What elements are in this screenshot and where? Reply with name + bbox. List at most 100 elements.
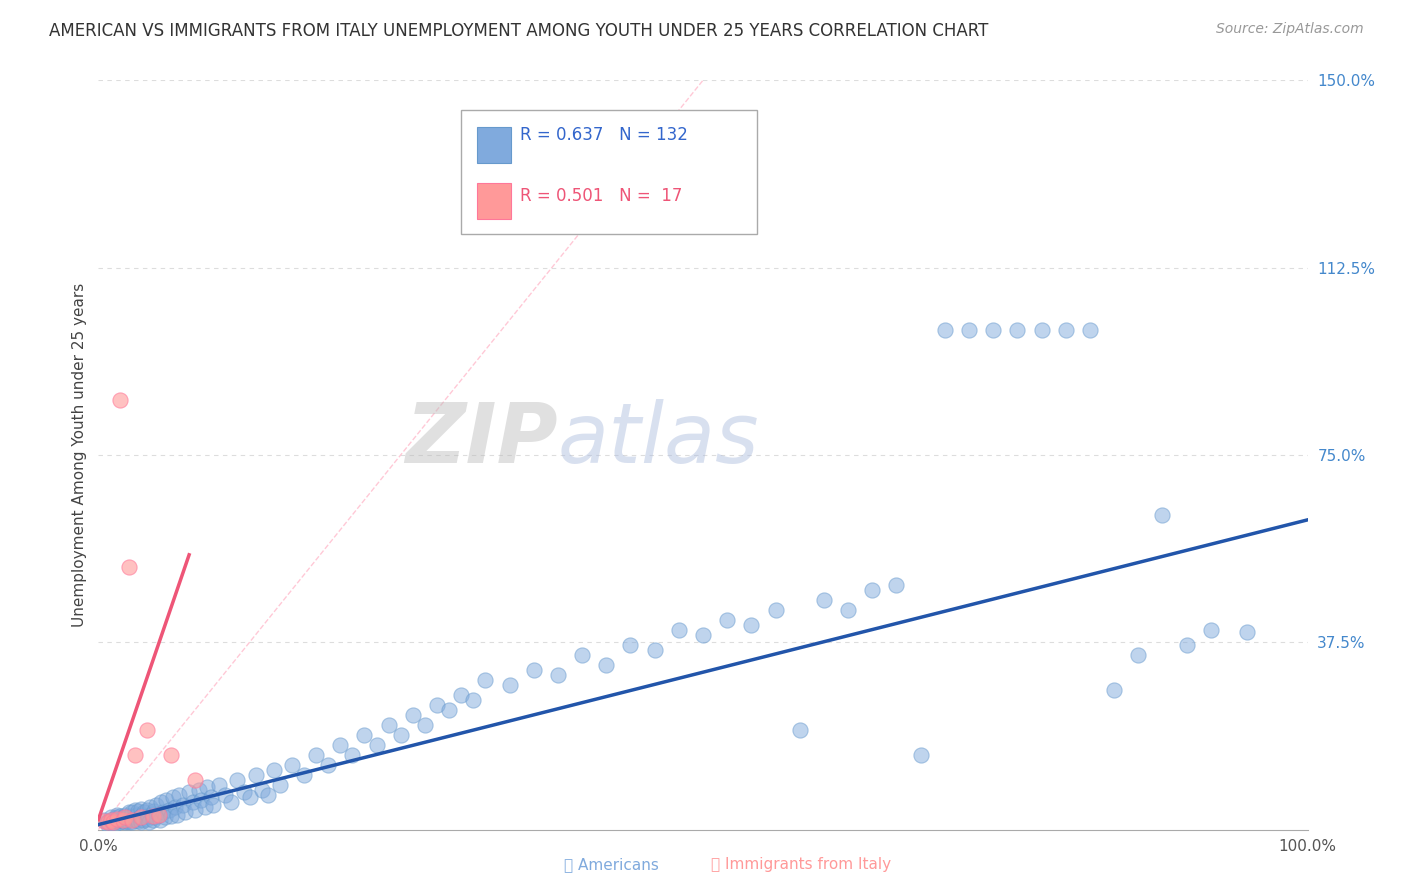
Y-axis label: Unemployment Among Youth under 25 years: Unemployment Among Youth under 25 years — [72, 283, 87, 627]
Point — [150, 795, 173, 809]
Point — [118, 812, 141, 826]
Point — [97, 817, 120, 831]
Point — [105, 812, 128, 826]
Text: ⬛ Americans: ⬛ Americans — [564, 857, 659, 872]
Bar — [477, 127, 510, 162]
Point — [143, 810, 166, 824]
Point — [117, 810, 139, 824]
Point — [153, 810, 176, 824]
Point — [342, 747, 364, 762]
Point — [162, 790, 184, 805]
Point — [668, 623, 690, 637]
Point — [108, 815, 131, 830]
Point — [111, 813, 134, 827]
Point — [245, 767, 267, 781]
Point — [571, 648, 593, 662]
Point — [114, 807, 136, 822]
Point — [250, 782, 273, 797]
Point — [389, 728, 412, 742]
Point — [184, 803, 207, 817]
Point — [789, 723, 811, 737]
Point — [1031, 323, 1053, 337]
Point — [221, 795, 243, 809]
Point — [402, 707, 425, 722]
Point — [136, 808, 159, 822]
Point — [740, 617, 762, 632]
Point — [166, 807, 188, 822]
Point — [141, 806, 163, 821]
Point — [93, 814, 115, 828]
Point — [131, 807, 153, 822]
Point — [426, 698, 449, 712]
Point — [305, 747, 328, 762]
Point — [910, 747, 932, 762]
Point — [135, 812, 157, 826]
Text: AMERICAN VS IMMIGRANTS FROM ITALY UNEMPLOYMENT AMONG YOUTH UNDER 25 YEARS CORREL: AMERICAN VS IMMIGRANTS FROM ITALY UNEMPL… — [49, 22, 988, 40]
Point — [886, 578, 908, 592]
Point — [108, 813, 131, 827]
Point — [148, 807, 170, 822]
Point — [100, 810, 122, 824]
Point — [981, 323, 1004, 337]
Point — [112, 813, 135, 827]
Point — [316, 757, 339, 772]
Point — [132, 813, 155, 827]
Point — [1152, 508, 1174, 522]
Text: ⬛ Immigrants from Italy: ⬛ Immigrants from Italy — [711, 857, 891, 872]
Point — [202, 797, 225, 812]
Point — [135, 723, 157, 737]
Point — [208, 778, 231, 792]
FancyBboxPatch shape — [461, 111, 758, 234]
Point — [118, 815, 141, 830]
Point — [129, 810, 152, 824]
Point — [145, 797, 167, 812]
Point — [143, 804, 166, 818]
Point — [163, 800, 186, 814]
Point — [118, 805, 141, 819]
Point — [103, 817, 125, 831]
Point — [765, 603, 787, 617]
Point — [96, 815, 118, 830]
Point — [1236, 625, 1258, 640]
Text: ZIP: ZIP — [405, 400, 558, 481]
Point — [837, 603, 859, 617]
Point — [169, 788, 191, 802]
Point — [1054, 323, 1077, 337]
Point — [957, 323, 980, 337]
Point — [127, 807, 149, 822]
Point — [128, 810, 150, 824]
Point — [160, 808, 183, 822]
Point — [181, 795, 204, 809]
Point — [595, 657, 617, 672]
Point — [124, 747, 146, 762]
Point — [179, 785, 201, 799]
Point — [1175, 638, 1198, 652]
Point — [155, 792, 177, 806]
Point — [1199, 623, 1222, 637]
Point — [1102, 682, 1125, 697]
Point — [281, 757, 304, 772]
Point — [105, 814, 128, 828]
Point — [377, 717, 399, 731]
Text: R = 0.637   N = 132: R = 0.637 N = 132 — [520, 126, 689, 144]
Point — [463, 692, 485, 706]
Point — [644, 642, 666, 657]
Point — [121, 813, 143, 827]
Point — [120, 808, 142, 822]
Point — [292, 767, 315, 781]
Point — [121, 815, 143, 830]
Point — [187, 782, 209, 797]
Point — [200, 790, 222, 805]
Point — [115, 812, 138, 826]
Point — [860, 582, 883, 597]
Point — [269, 778, 291, 792]
Point — [498, 678, 520, 692]
Point — [111, 814, 134, 828]
Bar — [477, 183, 510, 219]
Point — [127, 804, 149, 818]
Point — [125, 813, 148, 827]
Point — [214, 788, 236, 802]
Point — [329, 738, 352, 752]
Point — [118, 560, 141, 574]
Point — [129, 801, 152, 815]
